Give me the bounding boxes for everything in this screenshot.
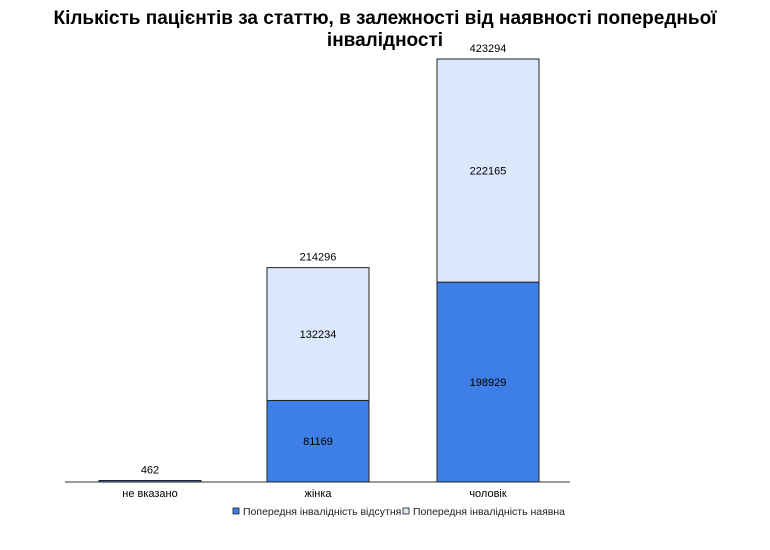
data-label-segment: 132234 — [300, 329, 337, 341]
bar-segment-absent-2 — [436, 281, 540, 483]
labels-group: 462 не вказано 81169 132234 214296 жінка 19892… — [122, 43, 507, 500]
data-label-total: 462 — [141, 465, 159, 477]
data-label-segment: 198929 — [470, 377, 507, 389]
x-tick-label: чоловік — [469, 488, 507, 500]
legend-label: Попередня інвалідність наявна — [413, 506, 565, 518]
data-label-total: 214296 — [300, 252, 337, 264]
bar-total-0 — [98, 480, 202, 483]
legend-label: Попередня інвалідність відсутня — [243, 506, 401, 518]
x-tick-label: не вказано — [122, 488, 178, 500]
data-label-segment: 81169 — [303, 436, 333, 448]
bars-group — [98, 58, 540, 483]
legend: Попередня інвалідність відсутня Попередня… — [232, 506, 565, 518]
x-tick-label: жінка — [304, 488, 332, 500]
chart-title: Кількість пацієнтів за статтю, в залежно… — [53, 8, 717, 51]
data-label-segment: 222165 — [470, 166, 507, 178]
legend-swatch — [232, 507, 240, 515]
data-label-total: 423294 — [470, 43, 507, 55]
bar-segment-present-1 — [266, 267, 370, 401]
bar-segment-absent-1 — [266, 399, 370, 483]
legend-swatch — [402, 507, 410, 515]
bar-segment-present-2 — [436, 58, 540, 283]
